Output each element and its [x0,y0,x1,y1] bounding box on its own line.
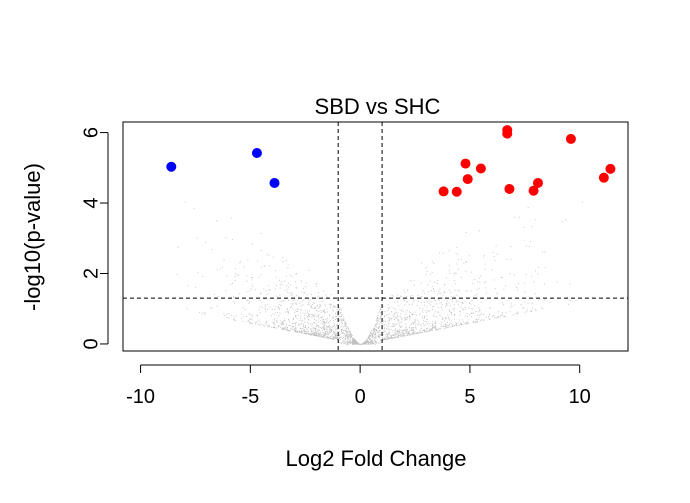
up-point-9 [528,185,539,196]
x-tick-label: -10 [126,386,155,408]
up-point-3 [460,158,471,169]
plot-border [122,121,629,352]
up-point-5 [475,163,486,174]
up-point-10 [532,177,543,188]
up-point-4 [462,174,473,185]
y-tick-label: 6 [80,127,102,138]
background-points-layer [176,201,583,345]
up-point-12 [598,172,609,183]
x-tick-label: 10 [569,386,591,408]
y-axis-title: -log10(p-value) [20,163,45,311]
up-point-11 [565,133,576,144]
significant-points-layer [166,125,616,197]
down-point-3 [269,177,280,188]
threshold-lines [123,122,628,351]
up-point-13 [605,163,616,174]
down-point-2 [251,148,262,159]
background-points [176,201,583,345]
x-tick-label: 0 [355,386,366,408]
y-tick-label: 4 [80,197,102,208]
x-tick-label: -5 [241,386,259,408]
x-axis: -10 -5 0 5 10 [126,364,591,408]
up-point-8 [504,183,515,194]
x-tick-label: 5 [464,386,475,408]
y-axis: 0 2 4 6 [80,127,109,350]
x-axis-title: Log2 Fold Change [285,446,466,471]
up-point-2 [451,186,462,197]
up-point-1 [438,186,449,197]
y-tick-label: 0 [80,338,102,349]
chart-title: SBD vs SHC [315,94,441,119]
down-point-1 [166,161,177,172]
up-point-7 [502,128,513,139]
y-tick-label: 2 [80,268,102,279]
